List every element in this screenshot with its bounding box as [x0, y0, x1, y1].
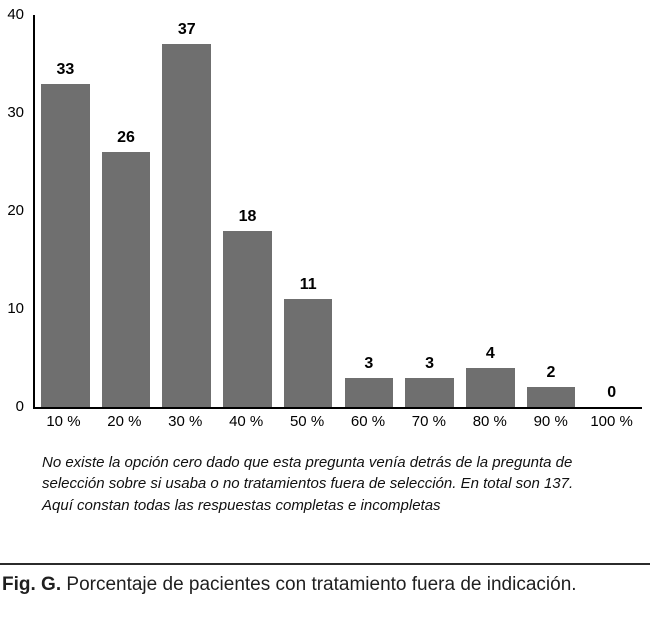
bar	[405, 377, 454, 407]
x-tick-label: 80 %	[472, 413, 507, 430]
bar-slot: 33	[35, 15, 96, 407]
x-tick-label: 40 %	[229, 413, 264, 430]
x-tick-label: 20 %	[107, 413, 142, 430]
bar-value-label: 18	[238, 207, 257, 225]
bar-slot: 3	[399, 15, 460, 407]
bar	[41, 83, 90, 407]
figure-caption: Fig. G. Porcentaje de pacientes con trat…	[0, 563, 650, 598]
bar-slot: 26	[96, 15, 157, 407]
bar-slot: 3	[339, 15, 400, 407]
x-tick-label: 70 %	[411, 413, 446, 430]
x-tick-label: 90 %	[533, 413, 568, 430]
y-tick-label: 30	[7, 104, 24, 121]
figure-note: No existe la opción cero dado que esta p…	[42, 454, 574, 514]
bar-value-label: 3	[425, 354, 435, 372]
x-axis: 10 % 20 % 30 % 40 % 50 % 60 % 70 % 80 % 90 % 100 …	[33, 413, 642, 430]
bar-slot: 37	[156, 15, 217, 407]
bar	[101, 152, 151, 407]
bar-value-label: 3	[364, 354, 374, 372]
bar-slot: 4	[460, 15, 521, 407]
bar	[162, 44, 212, 407]
figure-caption-label: Fig. G.	[2, 574, 62, 595]
bar-value-label: 33	[56, 60, 75, 78]
bar-value-label: 11	[299, 276, 317, 294]
bar	[465, 367, 515, 407]
bar-value-label: 4	[485, 344, 495, 362]
bar-slot: 18	[217, 15, 278, 407]
x-tick-label: 100 %	[590, 413, 633, 430]
bars-container: 33 26 37 18 11 3 3 4 2 0	[35, 15, 642, 407]
y-axis: 0 10 20 30 40	[0, 6, 26, 415]
x-tick-label: 10 %	[46, 413, 81, 430]
figure-caption-text: Porcentaje de pacientes con tratamiento …	[66, 574, 577, 595]
y-tick-label: 20	[7, 202, 24, 219]
bar-slot: 0	[581, 15, 642, 407]
bar-chart: 0 10 20 30 40 33 26 37 18 11 3 3 4 2 0 10 % 20 % 30 % 40…	[0, 6, 642, 430]
y-tick-label: 0	[15, 398, 24, 415]
x-tick-label: 30 %	[168, 413, 203, 430]
x-tick-label: 60 %	[350, 413, 386, 430]
bar-value-label: 26	[117, 129, 135, 147]
y-tick-label: 40	[7, 6, 24, 23]
bar	[344, 377, 394, 407]
bar-value-label: 2	[546, 364, 556, 382]
y-tick-label: 10	[7, 300, 24, 317]
bar-slot: 11	[278, 15, 339, 407]
bar	[283, 299, 333, 407]
bar-value-label: 0	[607, 384, 617, 401]
x-tick-label: 50 %	[289, 413, 325, 430]
bar-slot: 2	[521, 15, 582, 407]
bar	[223, 230, 272, 407]
plot-area: 33 26 37 18 11 3 3 4 2 0	[33, 15, 642, 409]
bar	[526, 387, 576, 407]
bar-value-label: 37	[177, 21, 196, 39]
